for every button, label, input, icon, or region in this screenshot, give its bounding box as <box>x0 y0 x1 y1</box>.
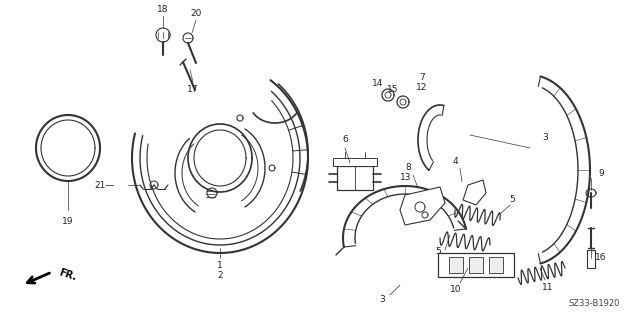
Bar <box>489 257 503 273</box>
Text: 20: 20 <box>191 10 202 19</box>
Text: 3: 3 <box>379 295 385 305</box>
Text: 12: 12 <box>417 84 428 92</box>
Text: 6: 6 <box>342 135 348 145</box>
Bar <box>337 166 373 190</box>
Text: 15: 15 <box>387 85 399 94</box>
Text: 4: 4 <box>452 157 458 166</box>
Text: 7: 7 <box>419 74 425 83</box>
Text: 19: 19 <box>62 218 74 227</box>
Bar <box>587 250 595 268</box>
Text: 11: 11 <box>542 283 554 292</box>
Text: 2: 2 <box>217 270 223 279</box>
Text: 3: 3 <box>542 133 548 142</box>
Bar <box>449 257 463 273</box>
Text: FR.: FR. <box>58 268 78 283</box>
Text: 17: 17 <box>187 85 199 94</box>
Bar <box>469 257 483 273</box>
Polygon shape <box>400 187 445 225</box>
Text: 13: 13 <box>400 173 411 182</box>
Text: 16: 16 <box>595 253 607 262</box>
Text: 9: 9 <box>598 169 604 178</box>
Polygon shape <box>463 180 486 205</box>
Text: SZ33-B1920: SZ33-B1920 <box>568 299 620 308</box>
Text: 8: 8 <box>405 164 411 172</box>
Bar <box>333 158 377 166</box>
Text: 10: 10 <box>450 285 461 294</box>
Text: 5: 5 <box>435 247 441 257</box>
Text: 5: 5 <box>509 196 515 204</box>
Text: 21—: 21— <box>94 180 115 189</box>
Text: 14: 14 <box>372 78 384 87</box>
Bar <box>438 253 514 277</box>
Text: 1: 1 <box>217 260 223 269</box>
Text: 18: 18 <box>157 5 169 14</box>
